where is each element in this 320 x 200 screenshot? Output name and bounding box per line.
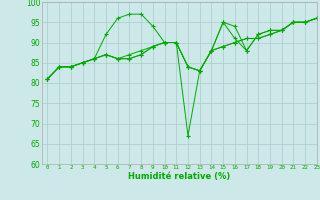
X-axis label: Humidité relative (%): Humidité relative (%) (128, 172, 230, 181)
